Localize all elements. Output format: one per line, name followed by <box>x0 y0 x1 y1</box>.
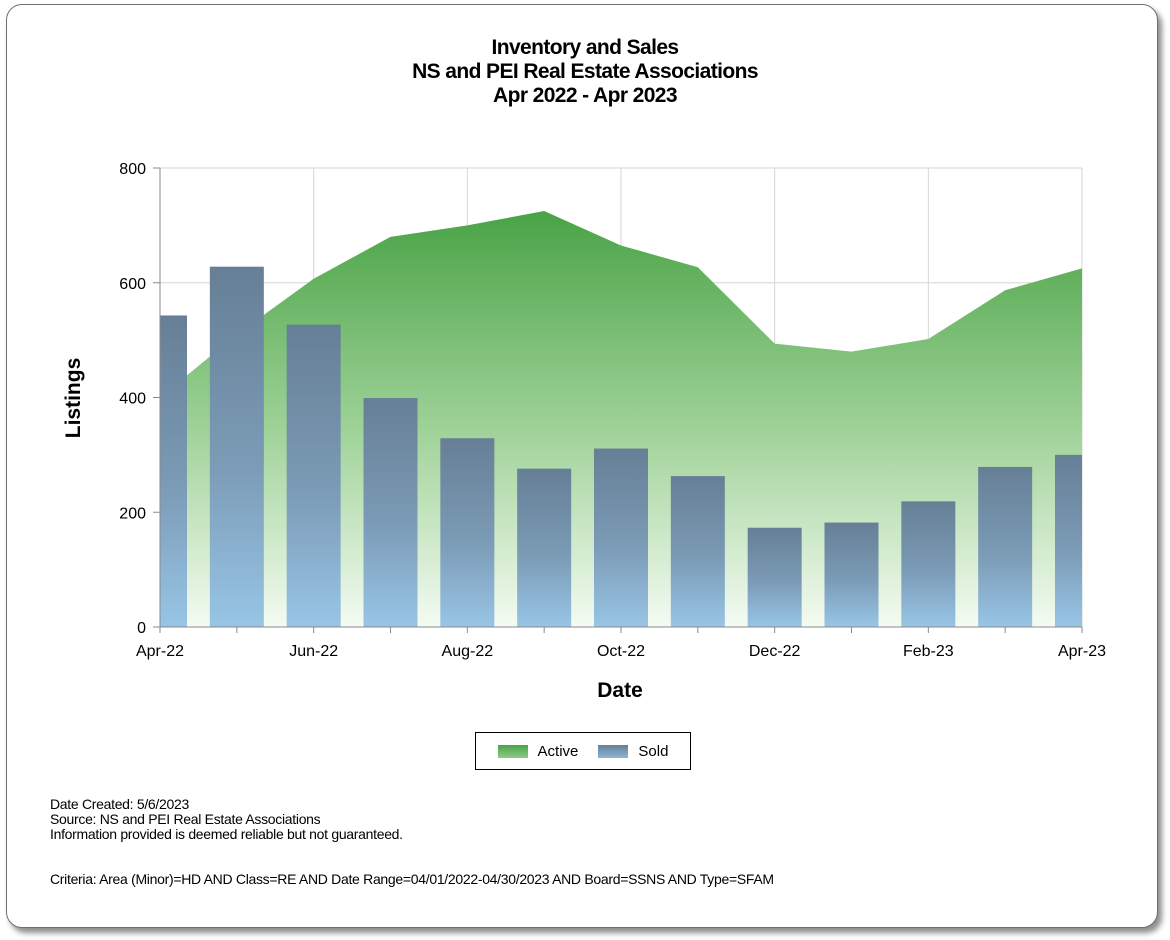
x-tick-label: Jun-22 <box>289 643 338 660</box>
sold-bar <box>363 398 418 627</box>
sold-bar <box>901 501 956 627</box>
legend-label-active: Active <box>537 742 579 760</box>
x-tick-label: Aug-22 <box>442 643 494 660</box>
legend-item-active: Active <box>497 742 579 760</box>
y-tick-label: 0 <box>137 620 146 637</box>
sold-bar-layer <box>160 266 1082 627</box>
chart-subtitle: NS and PEI Real Estate Associations <box>412 60 758 83</box>
sold-bar <box>160 315 187 627</box>
legend-item-sold: Sold <box>598 743 668 760</box>
x-tick-label: Oct-22 <box>597 643 645 660</box>
footer-info: Date Created: 5/6/2023 Source: NS and PE… <box>50 797 403 842</box>
sold-bar <box>594 448 648 627</box>
y-tick-label: 600 <box>119 276 146 293</box>
legend-label-sold: Sold <box>638 742 669 760</box>
y-tick-label: 200 <box>119 505 146 522</box>
sold-bar <box>747 527 802 627</box>
x-tick-label: Apr-22 <box>136 643 184 660</box>
sold-bar <box>517 468 572 627</box>
x-axis-title: Date <box>597 679 643 702</box>
sold-bar <box>440 438 495 627</box>
chart-date-range: Apr 2022 - Apr 2023 <box>493 84 678 107</box>
legend-swatch-active <box>497 744 528 758</box>
footer-source: Source: NS and PEI Real Estate Associati… <box>50 811 321 827</box>
y-tick-label: 400 <box>119 391 146 408</box>
footer-date-created: Date Created: 5/6/2023 <box>50 796 189 812</box>
x-tick-label: Feb-23 <box>903 643 954 660</box>
x-tick-label: Apr-23 <box>1058 643 1106 660</box>
footer-disclaimer: Information provided is deemed reliable … <box>50 826 403 842</box>
chart-legend: Active Sold <box>475 732 691 770</box>
sold-bar <box>1055 454 1082 627</box>
footer-criteria: Criteria: Area (Minor)=HD AND Class=RE A… <box>50 871 774 887</box>
axis-layer: 0 200 400 600 800 Apr-22 Jun-22 Aug-22 Oct-22 Dec… <box>119 161 1106 660</box>
sold-bar <box>670 476 725 627</box>
sold-bar <box>286 324 341 627</box>
legend-swatch-sold <box>598 744 629 758</box>
x-tick-label: Dec-22 <box>749 643 801 660</box>
y-axis-title: Listings <box>62 358 85 439</box>
y-tick-label: 800 <box>119 161 146 178</box>
sold-bar <box>824 522 879 627</box>
chart-title-block: Inventory and Sales NS and PEI Real Esta… <box>0 36 1170 108</box>
sold-bar <box>978 466 1033 627</box>
chart-title: Inventory and Sales <box>491 36 679 59</box>
sold-bar <box>209 266 264 627</box>
